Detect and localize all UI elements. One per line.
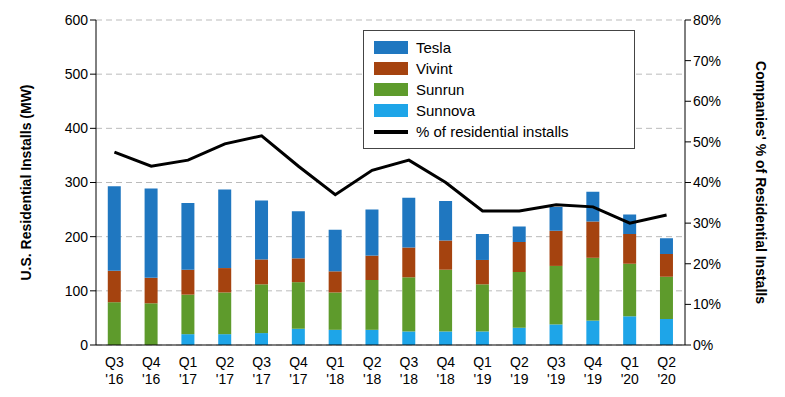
svg-text:Q2'17: Q2'17 bbox=[216, 354, 235, 387]
svg-text:Companies' % of Residential In: Companies' % of Residential Installs bbox=[753, 61, 769, 304]
svg-text:600: 600 bbox=[65, 12, 89, 28]
svg-text:Q1'18: Q1'18 bbox=[326, 354, 345, 387]
svg-text:40%: 40% bbox=[693, 174, 721, 190]
svg-text:Q4'17: Q4'17 bbox=[289, 354, 308, 387]
svg-text:200: 200 bbox=[65, 229, 89, 245]
svg-text:Q2'19: Q2'19 bbox=[510, 354, 529, 387]
svg-text:60%: 60% bbox=[693, 93, 721, 109]
svg-text:20%: 20% bbox=[693, 256, 721, 272]
svg-text:Q3'16: Q3'16 bbox=[105, 354, 124, 387]
svg-text:Q1'20: Q1'20 bbox=[620, 354, 639, 387]
svg-text:Q4'19: Q4'19 bbox=[584, 354, 603, 387]
svg-text:Q4'18: Q4'18 bbox=[436, 354, 455, 387]
svg-text:70%: 70% bbox=[693, 53, 721, 69]
svg-text:10%: 10% bbox=[693, 296, 721, 312]
svg-text:50%: 50% bbox=[693, 134, 721, 150]
html-text:Sunrun: Sunrun bbox=[416, 81, 465, 98]
svg-text:80%: 80% bbox=[693, 12, 721, 28]
svg-text:0%: 0% bbox=[693, 337, 713, 353]
svg-text:400: 400 bbox=[65, 120, 89, 136]
svg-text:Q2'20: Q2'20 bbox=[657, 354, 676, 387]
svg-text:Q3'19: Q3'19 bbox=[547, 354, 566, 387]
html-text:% of residential installs: % of residential installs bbox=[416, 123, 569, 140]
svg-text:Q2'18: Q2'18 bbox=[363, 354, 382, 387]
svg-text:Q3'18: Q3'18 bbox=[400, 354, 419, 387]
svg-text:Q1'17: Q1'17 bbox=[179, 354, 198, 387]
svg-text:30%: 30% bbox=[693, 215, 721, 231]
svg-text:500: 500 bbox=[65, 66, 89, 82]
svg-text:U.S. Residential Installs (MW): U.S. Residential Installs (MW) bbox=[18, 84, 34, 280]
html-text:Vivint: Vivint bbox=[416, 60, 453, 77]
svg-text:Q3'17: Q3'17 bbox=[252, 354, 271, 387]
svg-text:300: 300 bbox=[65, 174, 89, 190]
html-text:Sunnova: Sunnova bbox=[416, 102, 476, 119]
svg-text:100: 100 bbox=[65, 283, 89, 299]
html-text:Tesla: Tesla bbox=[416, 39, 451, 56]
svg-text:Q1'19: Q1'19 bbox=[473, 354, 492, 387]
svg-text:0: 0 bbox=[80, 337, 88, 353]
svg-text:Q4'16: Q4'16 bbox=[142, 354, 161, 387]
